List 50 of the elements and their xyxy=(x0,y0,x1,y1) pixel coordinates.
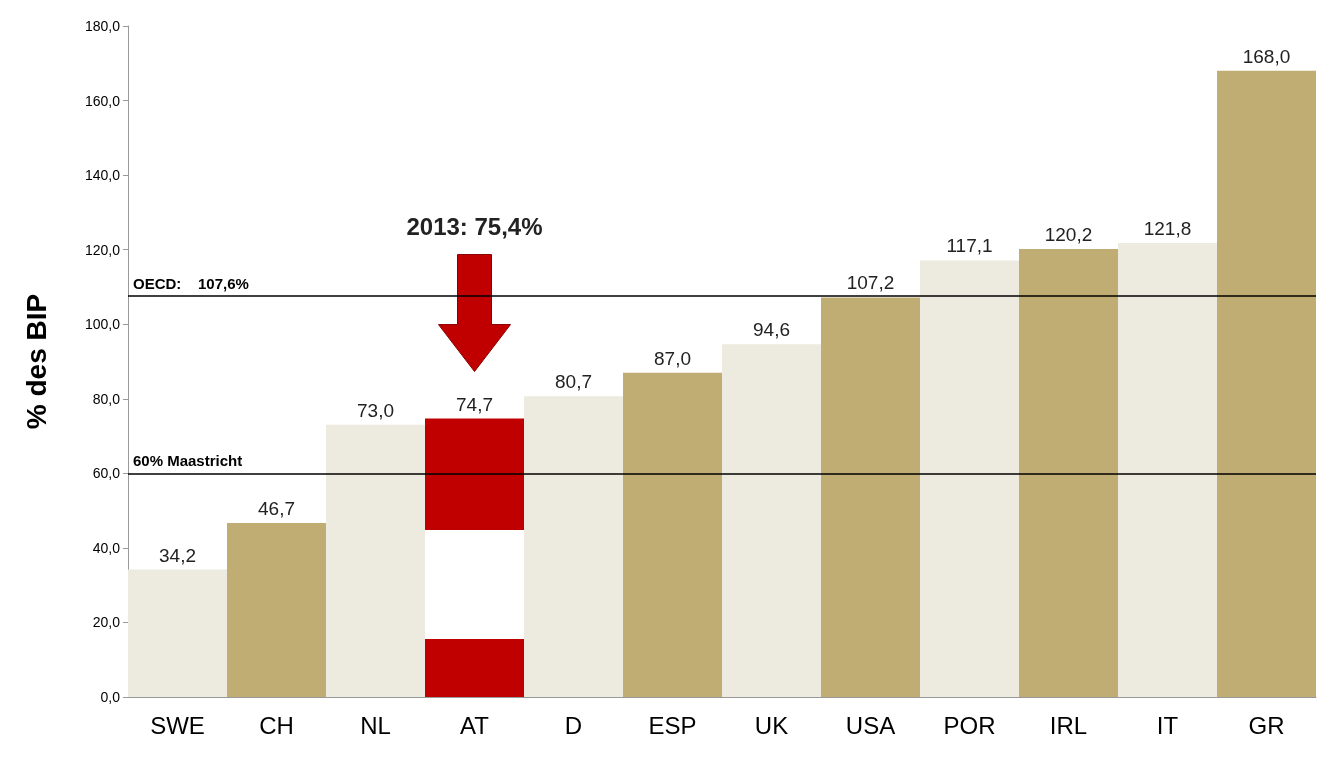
data-label: 117,1 xyxy=(946,235,993,257)
bar xyxy=(623,372,722,697)
y-tick-label: 20,0 xyxy=(92,614,121,631)
bar xyxy=(1019,248,1118,697)
y-tick-label: 120,0 xyxy=(84,241,121,258)
x-tick-label: IRL xyxy=(1049,711,1088,739)
bar xyxy=(1217,70,1316,697)
data-label: 73,0 xyxy=(357,399,394,421)
data-label: 34,2 xyxy=(159,544,196,566)
x-tick-label: UK xyxy=(754,711,789,739)
x-tick-label: IT xyxy=(1156,711,1179,739)
bar xyxy=(821,297,920,697)
bar xyxy=(920,260,1019,697)
bar xyxy=(227,522,326,697)
data-label: 107,2 xyxy=(846,272,895,294)
bar xyxy=(326,424,425,697)
x-tick-label: ESP xyxy=(648,711,697,739)
x-tick-label: POR xyxy=(943,711,996,739)
data-label: 80,7 xyxy=(555,371,592,393)
annotation: 2013: 75,4% xyxy=(406,213,543,241)
bar xyxy=(722,344,821,697)
bar xyxy=(1118,242,1217,697)
y-tick-label: 40,0 xyxy=(92,539,121,556)
data-label: 87,0 xyxy=(654,347,691,369)
data-label: 94,6 xyxy=(753,319,790,341)
x-tick-label: CH xyxy=(259,711,294,739)
ref-line-label: OECD: 107,6% xyxy=(133,274,249,292)
y-tick-label: 160,0 xyxy=(84,92,121,109)
x-tick-label: AT xyxy=(460,711,490,739)
y-tick-label: 80,0 xyxy=(92,390,121,407)
x-tick-label: GR xyxy=(1248,711,1285,739)
data-label: 121,8 xyxy=(1143,217,1192,239)
data-label: 168,0 xyxy=(1242,45,1291,67)
y-tick-label: 0,0 xyxy=(100,689,121,705)
data-label: 74,7 xyxy=(456,393,493,415)
x-tick-label: USA xyxy=(845,711,896,739)
y-tick-label: 60,0 xyxy=(92,465,121,482)
y-axis-title: % des BIP xyxy=(20,293,52,430)
y-tick-label: 100,0 xyxy=(84,316,121,333)
data-label: 120,2 xyxy=(1044,223,1093,245)
ref-line-label: 60% Maastricht xyxy=(133,452,243,470)
bar xyxy=(425,418,524,697)
x-tick-label: D xyxy=(564,711,583,739)
y-tick-label: 180,0 xyxy=(84,18,121,34)
bar xyxy=(128,569,227,697)
y-tick-label: 140,0 xyxy=(84,167,121,184)
x-tick-label: SWE xyxy=(150,711,205,739)
bar xyxy=(524,396,623,697)
data-label: 46,7 xyxy=(258,497,295,519)
x-tick-label: NL xyxy=(360,711,391,739)
